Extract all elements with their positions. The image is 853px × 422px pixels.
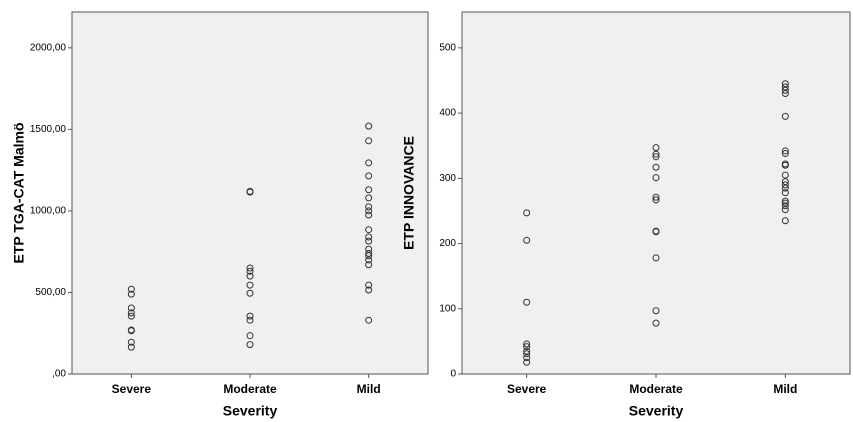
y-tick-label: ,00 — [52, 369, 66, 380]
point — [365, 207, 373, 215]
point — [246, 188, 254, 196]
point — [652, 193, 660, 201]
point — [781, 112, 789, 120]
point — [523, 236, 531, 244]
point — [781, 206, 789, 214]
point — [652, 196, 660, 204]
y-tick-label: 200 — [439, 238, 456, 249]
point — [246, 264, 254, 272]
point — [652, 163, 660, 171]
point — [781, 199, 789, 207]
point — [365, 233, 373, 241]
y-tick-label: 500 — [439, 43, 456, 54]
point — [246, 289, 254, 297]
point — [127, 309, 135, 317]
point — [365, 237, 373, 245]
point — [523, 347, 531, 355]
point — [365, 249, 373, 257]
point — [365, 137, 373, 145]
point — [365, 252, 373, 260]
point — [365, 245, 373, 253]
point — [781, 150, 789, 158]
point — [781, 217, 789, 225]
point — [246, 267, 254, 275]
point — [365, 256, 373, 264]
y-axis-title: ETP TGA-CAT Malmö — [11, 122, 27, 263]
point — [781, 178, 789, 186]
point — [365, 172, 373, 180]
y-tick-label: 0 — [450, 369, 456, 380]
point — [652, 174, 660, 182]
point — [246, 341, 254, 349]
point — [781, 86, 789, 94]
point — [127, 290, 135, 298]
point — [246, 272, 254, 280]
point — [523, 340, 531, 348]
y-tick-label: 500,00 — [35, 287, 66, 298]
x-tick-label: Severe — [112, 382, 152, 396]
point — [365, 261, 373, 269]
point — [652, 144, 660, 152]
y-tick-label: 2000,00 — [30, 43, 67, 54]
y-tick-label: 100 — [439, 303, 456, 314]
point — [652, 228, 660, 236]
point — [246, 332, 254, 340]
point — [781, 202, 789, 210]
point — [365, 316, 373, 324]
point — [781, 184, 789, 192]
point — [781, 90, 789, 98]
point — [365, 159, 373, 167]
x-tick-label: Severe — [507, 382, 547, 396]
plot-area — [71, 11, 429, 375]
x-tick-label: Moderate — [223, 382, 277, 396]
point — [246, 316, 254, 324]
point — [365, 194, 373, 202]
y-tick-label: 1500,00 — [30, 124, 67, 135]
point — [246, 312, 254, 320]
point — [365, 286, 373, 294]
x-tick-label: Mild — [357, 382, 381, 396]
point — [781, 147, 789, 155]
point — [127, 304, 135, 312]
point — [365, 122, 373, 130]
point — [523, 343, 531, 351]
point — [365, 203, 373, 211]
point — [365, 226, 373, 234]
point — [365, 211, 373, 219]
y-tick-label: 1000,00 — [30, 206, 67, 217]
point — [127, 327, 135, 335]
point — [523, 358, 531, 366]
y-tick-label: 300 — [439, 173, 456, 184]
point — [652, 254, 660, 262]
point — [652, 153, 660, 161]
point — [781, 83, 789, 91]
point — [781, 181, 789, 189]
y-axis-title: ETP INNOVANCE — [401, 136, 417, 250]
point — [652, 307, 660, 315]
x-axis-title: Severity — [629, 403, 684, 419]
point — [127, 285, 135, 293]
point — [246, 281, 254, 289]
point — [127, 338, 135, 346]
point — [523, 354, 531, 362]
point — [127, 343, 135, 351]
point — [781, 197, 789, 205]
point — [781, 189, 789, 197]
point — [523, 298, 531, 306]
point — [652, 150, 660, 158]
point — [781, 161, 789, 169]
point — [365, 186, 373, 194]
point — [523, 209, 531, 217]
x-tick-label: Mild — [773, 382, 797, 396]
point — [781, 171, 789, 179]
point — [523, 350, 531, 358]
point — [781, 80, 789, 88]
point — [652, 319, 660, 327]
point — [127, 312, 135, 320]
x-axis-title: Severity — [223, 403, 278, 419]
x-tick-label: Moderate — [629, 382, 683, 396]
point — [365, 281, 373, 289]
y-tick-label: 400 — [439, 108, 456, 119]
